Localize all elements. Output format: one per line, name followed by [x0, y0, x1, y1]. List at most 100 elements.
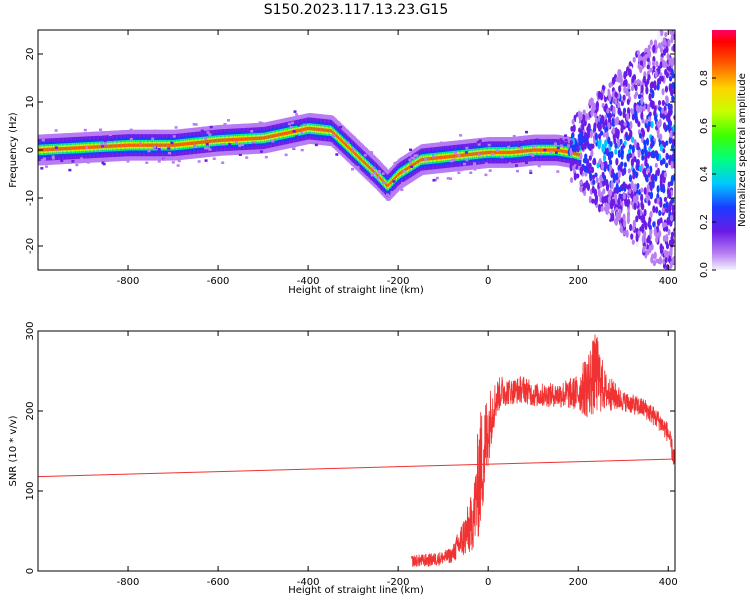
heatmap-cell [435, 176, 439, 180]
heatmap-cell [608, 151, 612, 160]
heatmap-cell [571, 144, 576, 153]
heatmap-cell [113, 131, 117, 135]
x-tick-label: 200 [569, 577, 588, 588]
snr-panel: -800 -600 -400 -200 0 200 400 0 100 200 300 Height… [8, 321, 678, 596]
heatmap-cell [664, 68, 668, 76]
heatmap-cell [668, 120, 673, 127]
heatmap-cell [400, 188, 404, 192]
x-tick-label: -600 [207, 577, 230, 588]
heatmap-cell [177, 159, 181, 163]
heatmap-cell [507, 145, 511, 149]
heatmap-cell [654, 162, 658, 168]
heatmap-cell [410, 156, 414, 160]
heatmap-cell [451, 158, 455, 162]
heatmap-cell [656, 185, 660, 193]
heatmap-cell [654, 198, 658, 204]
heatmap-cell [626, 210, 631, 219]
heatmap-cell [669, 30, 673, 35]
heatmap-cell [473, 168, 477, 171]
heatmap-cell [647, 200, 651, 206]
heatmap-cell [409, 161, 413, 165]
heatmap-cell [300, 131, 304, 135]
heatmap-cell [457, 171, 461, 175]
heatmap-cell [670, 231, 675, 238]
heatmap-cell [589, 130, 593, 139]
heatmap-cell [639, 56, 644, 62]
heatmap-cell [625, 134, 629, 141]
colorbar-tick-label: 0.6 [699, 118, 710, 134]
heatmap-cell [637, 94, 642, 100]
heatmap-cell [644, 53, 648, 60]
heatmap-cell [600, 205, 604, 212]
heatmap-cell [652, 260, 656, 267]
heatmap-cell [339, 125, 343, 129]
heatmap-cell [608, 93, 612, 102]
heatmap-cell [663, 249, 668, 258]
heatmap-cell [619, 162, 623, 169]
heatmap-cell [668, 83, 672, 92]
heatmap-cell [636, 142, 640, 150]
heatmap-cell [85, 146, 89, 149]
heatmap-cell [553, 142, 557, 145]
heatmap-cell [623, 121, 627, 127]
heatmap-cell [623, 140, 627, 146]
heatmap-cell [633, 138, 637, 148]
heatmap-cell [202, 126, 206, 129]
heatmap-cell [567, 144, 571, 147]
x-tick-label: -800 [117, 577, 140, 588]
heatmap-cell [593, 122, 597, 131]
heatmap-cell [630, 233, 634, 240]
heatmap-cell [151, 137, 155, 141]
heatmap-cell [646, 64, 650, 70]
heatmap-cell [440, 141, 444, 145]
heatmap-cell [579, 166, 583, 176]
colorbar-tick-label: 0.0 [699, 262, 710, 278]
heatmap-cell [635, 215, 639, 223]
heatmap-cell [110, 138, 114, 142]
heatmap-cell [617, 107, 621, 115]
y-tick-label: 0 [25, 147, 36, 153]
heatmap-cell [579, 112, 583, 121]
heatmap-cell [630, 158, 634, 167]
heatmap-cell [630, 180, 634, 190]
snr-plot [38, 334, 675, 567]
heatmap-cell [638, 132, 643, 139]
heatmap-cell [610, 180, 614, 190]
heatmap-cell [487, 143, 491, 147]
heatmap-cell [579, 152, 583, 160]
heatmap-cell [332, 134, 336, 138]
heatmap-cell [402, 170, 406, 173]
heatmap-cell [496, 149, 500, 152]
heatmap-cell [672, 43, 675, 52]
heatmap-cell [129, 137, 133, 141]
heatmap-cell [585, 104, 590, 112]
heatmap-cell [615, 77, 619, 83]
heatmap-cell [351, 167, 355, 171]
heatmap-cell [266, 123, 270, 126]
heatmap-cell [554, 151, 558, 154]
heatmap-cell [446, 177, 450, 180]
heatmap-cell [664, 110, 668, 116]
heatmap-cell [663, 171, 667, 178]
heatmap-cell [99, 133, 103, 136]
heatmap-cell [514, 164, 518, 167]
heatmap-cell [100, 142, 104, 146]
heatmap-cell [290, 121, 294, 125]
colorbar-ticks: 0.0 0.2 0.4 0.6 0.8 [699, 70, 716, 278]
heatmap-cell [635, 240, 639, 248]
heatmap-cell [625, 229, 629, 238]
heatmap-cell [584, 113, 588, 122]
heatmap-cell [612, 172, 616, 182]
heatmap-cell [559, 138, 563, 141]
heatmap-cell [644, 157, 648, 165]
heatmap-cell [129, 128, 133, 132]
heatmap-cell [641, 154, 645, 161]
heatmap-cell [569, 147, 573, 157]
heatmap-cell [622, 110, 626, 119]
y-tick-label: 0 [25, 568, 36, 574]
heatmap-cell [208, 148, 212, 151]
heatmap-cell [583, 141, 587, 150]
heatmap-cell [186, 149, 190, 152]
snr-xlabel: Height of straight line (km) [288, 585, 424, 596]
heatmap-cell [462, 141, 466, 144]
